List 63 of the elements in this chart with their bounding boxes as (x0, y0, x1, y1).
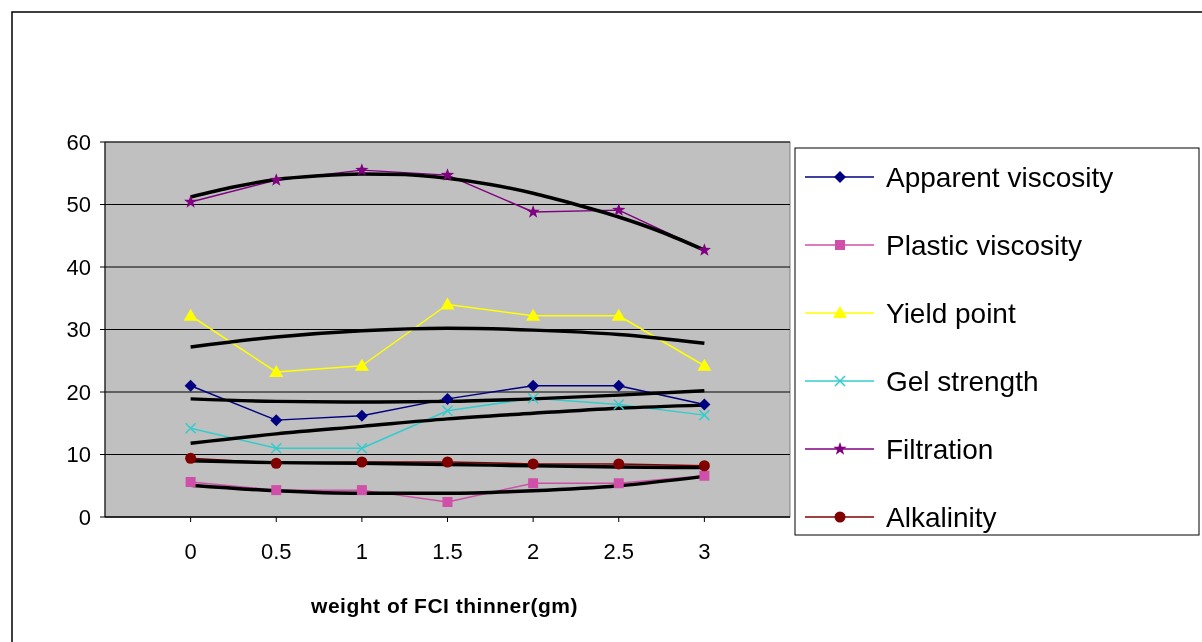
point (355, 163, 369, 176)
point (613, 398, 625, 411)
legend-label: Alkalinity (886, 501, 997, 533)
point (697, 358, 712, 371)
point (356, 485, 367, 496)
point (527, 392, 539, 404)
point (526, 205, 540, 218)
point (356, 456, 368, 468)
point (270, 414, 283, 427)
point (526, 308, 541, 321)
y-tick-label: 0 (78, 504, 91, 530)
point (611, 308, 626, 321)
y-tick-label: 50 (66, 192, 91, 217)
x-tick-label: 1.5 (432, 539, 463, 564)
point (697, 243, 712, 256)
point (269, 365, 284, 377)
x-tick-label: 2.5 (603, 539, 635, 564)
legend-label: Apparent viscosity (886, 161, 1114, 193)
point (442, 497, 453, 507)
point (442, 456, 453, 468)
point (184, 379, 197, 392)
point (270, 457, 282, 469)
y-tick-label: 60 (66, 129, 91, 155)
point (270, 442, 282, 454)
x-tick-label: 2 (527, 539, 540, 564)
y-tick-label: 20 (66, 379, 91, 405)
legend-label: Filtration (886, 433, 994, 465)
point (354, 358, 369, 371)
point (441, 392, 454, 405)
y-tick-label: 40 (66, 254, 91, 280)
x-axis-title: weight of FCI thinner(gm) (310, 594, 578, 617)
point (612, 379, 625, 392)
point (612, 203, 626, 216)
x-tick-label: 1 (355, 539, 368, 564)
point (698, 460, 710, 472)
point (527, 379, 540, 392)
point (183, 308, 198, 321)
legend-label: Yield point (886, 297, 1016, 329)
legend-label: Plastic viscosity (886, 229, 1083, 261)
point (698, 398, 711, 411)
point (271, 485, 282, 496)
point (698, 409, 711, 421)
point (613, 458, 625, 470)
point (184, 422, 197, 434)
point (528, 478, 539, 489)
x-tick-label: 3 (698, 539, 711, 564)
legend-label: Gel strength (886, 365, 1039, 397)
point (185, 477, 196, 487)
point (699, 470, 710, 481)
point (185, 452, 197, 464)
point (356, 442, 368, 454)
point (613, 478, 624, 489)
point (527, 458, 539, 470)
y-tick-label: 30 (66, 317, 91, 342)
point (183, 195, 198, 208)
x-tick-label: 0.5 (260, 539, 292, 564)
x-tick-label: 0 (184, 539, 197, 564)
point (441, 405, 454, 417)
point (355, 409, 368, 422)
point (440, 297, 455, 310)
point (269, 173, 283, 186)
point (440, 168, 455, 181)
y-tick-label: 10 (66, 442, 91, 467)
